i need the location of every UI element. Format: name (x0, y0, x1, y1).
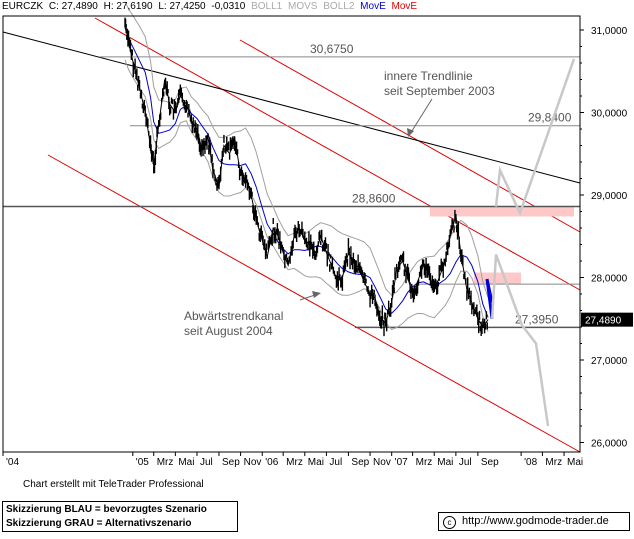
level-label: 27,3950 (515, 312, 559, 326)
trend-line-label-2: seit September 2003 (384, 84, 495, 98)
level-label: 29,8400 (528, 111, 572, 125)
trend-line-arrow (409, 98, 433, 135)
x-tick-label: Mai (567, 457, 583, 468)
channel-label-2: seit August 2004 (184, 324, 273, 338)
boll1-label: BOLL1 (251, 1, 283, 12)
legend-blue: Skizzierung BLAU = bevorzugtes Szenario (6, 504, 207, 515)
x-tick-label: Mrz (157, 457, 174, 468)
channel-line (94, 17, 581, 291)
x-tick-label: Mai (178, 457, 194, 468)
scenario-legend: Skizzierung BLAU = bevorzugtes Szenario … (2, 501, 238, 532)
resistance-zones (430, 206, 574, 285)
blue-scenario (485, 278, 494, 319)
chart-header: EURCZK C: 27,4890 H: 27,6190 L: 27,4250 … (2, 1, 420, 12)
x-tick-label: Nov (244, 457, 262, 468)
x-tick-label: Jul (329, 457, 342, 468)
resistance-zone (430, 206, 574, 217)
y-tick-label: 27,0000 (591, 356, 628, 367)
price-line (124, 21, 489, 328)
low-label: L: 27,4250 (158, 1, 206, 12)
resistance-zone (474, 272, 521, 285)
grey-upper-scenario (494, 58, 576, 217)
x-tick-label: Mrz (545, 457, 562, 468)
boll2-label: BOLL2 (323, 1, 355, 12)
x-tick-label: '08 (524, 457, 537, 468)
change-label: -0,0310 (211, 1, 246, 12)
moving-average (124, 27, 489, 318)
x-tick-label: '07 (395, 457, 408, 468)
last-price-tag (581, 312, 633, 327)
moving-average-line (124, 27, 489, 318)
axes: 31,0000 30,0000 29,0000 28,0000 27,0000 26,00… (2, 15, 633, 468)
channel-label-1: Abwärtstrendkanal (184, 309, 283, 323)
high-label: H: 27,6190 (103, 1, 153, 12)
price-series (124, 17, 489, 337)
x-tick-label: Mrz (286, 457, 303, 468)
credit-text: Chart erstellt mit TeleTrader Profession… (23, 479, 204, 490)
last-price-label: 27,4890 (585, 316, 622, 327)
inner-trendline (2, 31, 581, 184)
x-tick-label: Jul (459, 457, 472, 468)
horizontal-levels: 30,6750 29,8400 28,8600 27,3950 (3, 42, 580, 329)
plot-frame (2, 15, 581, 453)
x-tick-label: '05 (136, 457, 149, 468)
x-tick-label: Nov (373, 457, 391, 468)
x-tick-label: Sep (481, 457, 499, 468)
copyright-icon: c (443, 516, 456, 529)
symbol-label: EURCZK (2, 1, 44, 12)
y-tick-label: 28,0000 (591, 274, 628, 285)
close-label: C: 27,4890 (48, 1, 98, 12)
url-text[interactable]: http://www.godmode-trader.de (462, 515, 609, 527)
level-label: 30,6750 (310, 42, 354, 56)
grey-scenario (490, 253, 550, 427)
y-tick-label: 31,0000 (591, 26, 628, 37)
source-link[interactable]: c http://www.godmode-trader.de (438, 512, 630, 531)
y-tick-label: 29,0000 (591, 191, 628, 202)
trend-channel (2, 17, 581, 453)
move-red-label: MovE (391, 1, 418, 12)
y-tick-label: 26,0000 (591, 439, 628, 450)
channel-line (47, 154, 581, 453)
x-tick-label: Mrz (416, 457, 433, 468)
x-tick-label: Mai (437, 457, 453, 468)
x-tick-label: Mai (308, 457, 324, 468)
legend-grey: Skizzierung GRAU = Alternativszenario (6, 518, 192, 529)
x-tick-label: Jul (200, 457, 213, 468)
trend-line-arrowhead (407, 128, 414, 137)
movs-label: MOVS (288, 1, 318, 12)
y-tick-label: 30,0000 (591, 109, 628, 120)
x-tick-label: '06 (265, 457, 278, 468)
trend-line-label-1: innere Trendlinie (384, 69, 473, 83)
x-tick-label: Sep (351, 457, 369, 468)
x-tick-label: Sep (222, 457, 240, 468)
scenario-sketches (485, 58, 576, 427)
channel-arrowhead (312, 291, 321, 298)
move-blue-label: MovE (360, 1, 386, 12)
x-tick-label: '04 (6, 457, 19, 468)
level-label: 28,8600 (352, 192, 396, 206)
bollinger-lower (124, 59, 489, 332)
